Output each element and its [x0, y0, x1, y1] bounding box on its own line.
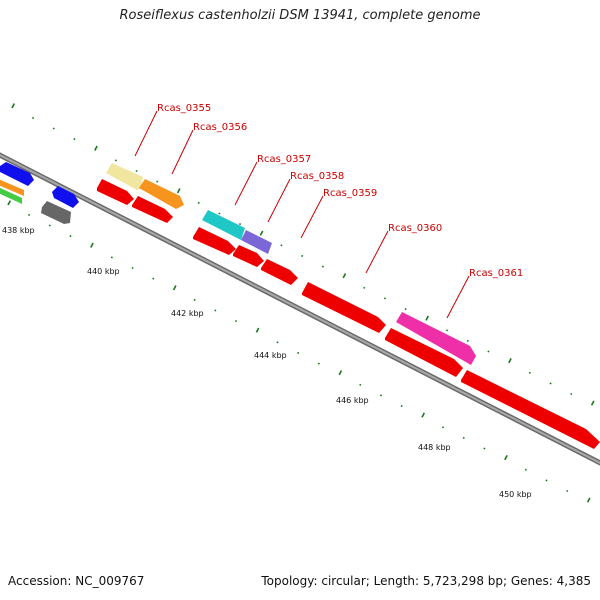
feature-blue-left[interactable]: [0, 162, 34, 186]
gene-label-rcas-0359: Rcas_0359: [323, 188, 377, 199]
tick-mark: [586, 497, 591, 503]
tick-mark: [400, 404, 403, 408]
tick-mark: [259, 230, 264, 236]
cds-red-1[interactable]: [97, 179, 134, 205]
tick-marks: [7, 103, 595, 503]
tick-mark: [90, 242, 94, 248]
tick-mark: [7, 200, 12, 206]
cds-red-4[interactable]: [233, 245, 264, 267]
tick-mark: [483, 447, 486, 450]
tick-mark: [342, 273, 347, 279]
feature-gray[interactable]: [41, 201, 71, 224]
tick-mark: [421, 412, 426, 418]
gene-rcas-0356[interactable]: [139, 179, 184, 209]
tick-mark: [156, 180, 159, 183]
gene-label-rcas-0356: Rcas_0356: [193, 122, 247, 133]
tick-mark: [545, 479, 548, 482]
tick-mark: [152, 277, 155, 280]
scale-label-450: 450 kbp: [499, 490, 532, 499]
tick-mark: [280, 244, 283, 247]
gene-rcas-0359[interactable]: [193, 227, 236, 255]
tick-mark: [466, 339, 469, 342]
tick-mark: [73, 138, 76, 141]
scale-label-440: 440 kbp: [87, 267, 120, 276]
gene-label-rcas-0360: Rcas_0360: [388, 223, 442, 234]
tick-mark: [359, 383, 362, 386]
tick-mark: [197, 201, 200, 204]
tick-mark: [404, 307, 407, 311]
gene-label-rcas-0355: Rcas_0355: [157, 103, 211, 114]
tick-mark: [110, 256, 113, 259]
tick-mark: [114, 159, 117, 162]
tick-mark: [338, 370, 343, 376]
tick-mark: [524, 468, 527, 471]
feature-orange-left[interactable]: [0, 178, 24, 196]
gene-rcas-0355[interactable]: [106, 163, 143, 190]
tick-mark: [508, 358, 512, 364]
tick-mark: [214, 309, 217, 312]
gene-label-rcas-0357: Rcas_0357: [257, 154, 311, 165]
tick-mark: [441, 426, 445, 429]
tick-mark: [363, 286, 366, 289]
cds-red-7[interactable]: [385, 328, 463, 377]
tick-mark: [504, 455, 508, 461]
tick-mark: [425, 315, 430, 321]
tick-mark: [445, 329, 449, 332]
tick-mark: [301, 254, 304, 258]
tick-mark: [31, 116, 35, 119]
tick-mark: [52, 127, 55, 130]
tick-mark: [590, 400, 595, 406]
tick-mark: [317, 362, 320, 365]
tick-mark: [383, 297, 387, 300]
feature-blue-small[interactable]: [52, 186, 79, 208]
label-leaders: [134, 110, 470, 319]
gene-label-rcas-0361: Rcas_0361: [469, 268, 523, 279]
feature-green-left[interactable]: [0, 186, 22, 204]
gene-rcas-0360[interactable]: [302, 282, 386, 333]
cds-red-2[interactable]: [132, 196, 173, 223]
accession-text: Accession: NC_009767: [8, 574, 145, 588]
tick-mark: [27, 213, 31, 216]
tick-mark: [172, 285, 177, 291]
tick-mark: [48, 224, 51, 227]
tick-mark: [321, 265, 324, 268]
tick-mark: [69, 235, 72, 238]
tick-mark: [549, 382, 552, 385]
tick-mark: [131, 266, 134, 270]
tick-mark: [276, 341, 279, 344]
genome-summary: Topology: circular; Length: 5,723,298 bp…: [261, 574, 591, 588]
gene-rcas-0358[interactable]: [241, 230, 272, 254]
tick-mark: [94, 145, 98, 151]
tick-mark: [570, 392, 573, 396]
tick-mark: [11, 103, 16, 109]
scale-label-442: 442 kbp: [171, 309, 204, 318]
gene-rcas-0361[interactable]: [396, 312, 476, 365]
tick-mark: [238, 223, 242, 226]
scale-label-446: 446 kbp: [336, 396, 369, 405]
tick-mark: [566, 489, 569, 493]
tick-mark: [255, 327, 260, 333]
tick-mark: [297, 351, 300, 355]
tick-mark: [176, 188, 181, 194]
gene-label-rcas-0358: Rcas_0358: [290, 171, 344, 182]
scale-label-444: 444 kbp: [254, 351, 287, 360]
tick-mark: [379, 394, 383, 397]
map-title: Roseiflexus castenholzii DSM 13941, comp…: [119, 8, 481, 23]
tick-mark: [528, 371, 531, 374]
cds-red-8[interactable]: [461, 370, 600, 449]
tick-mark: [462, 436, 465, 439]
scale-label-438: 438 kbp: [2, 226, 35, 235]
scale-label-448: 448 kbp: [418, 443, 451, 452]
tick-mark: [234, 320, 238, 323]
tick-mark: [193, 298, 196, 301]
cds-red-5[interactable]: [261, 259, 298, 285]
tick-mark: [487, 350, 490, 353]
gene-rcas-0357[interactable]: [202, 210, 245, 240]
tick-mark: [218, 212, 221, 215]
tick-mark: [135, 169, 138, 173]
